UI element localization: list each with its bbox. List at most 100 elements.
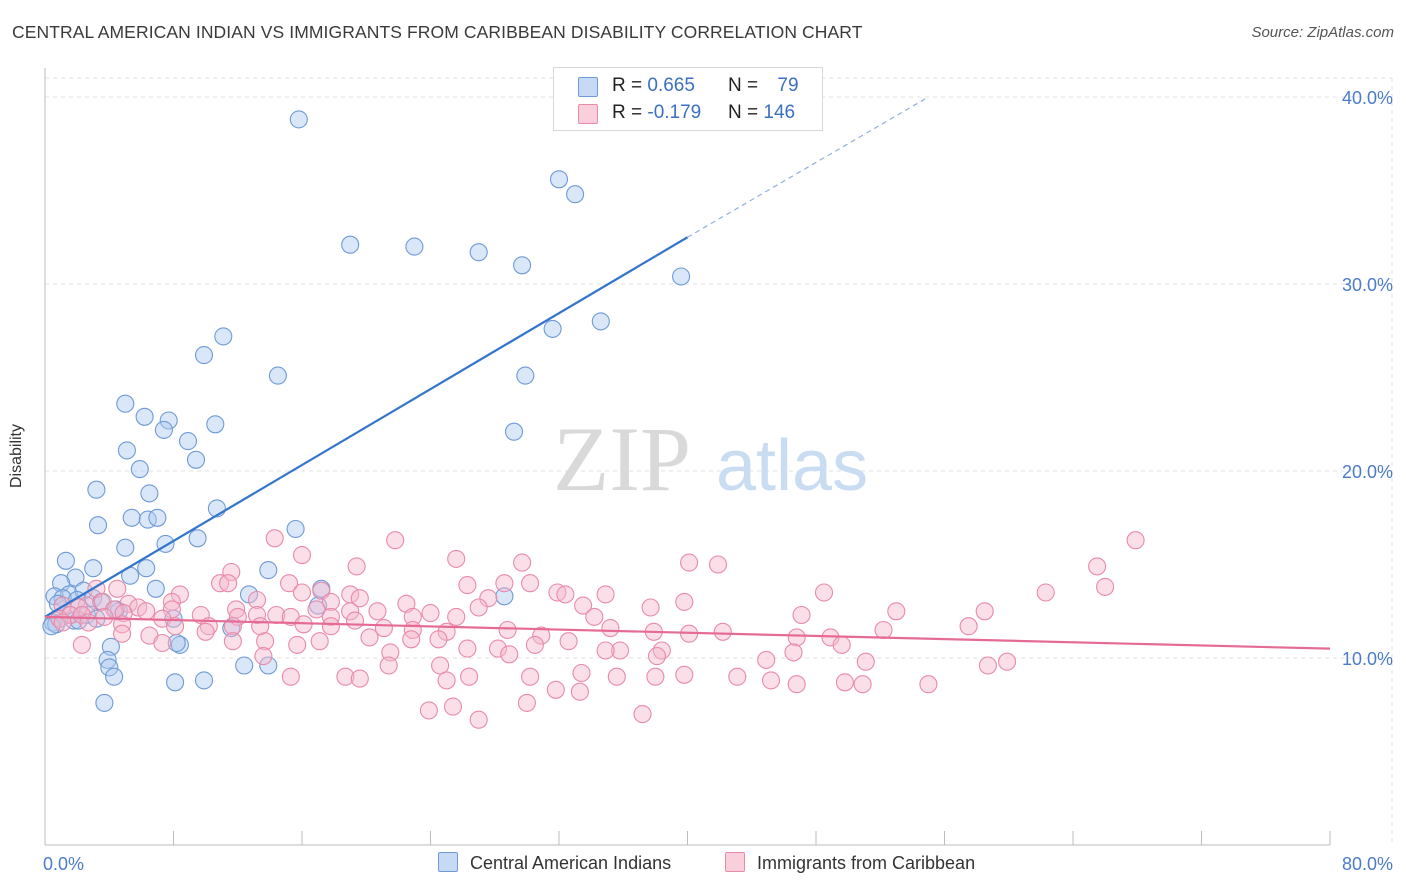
trend-lines [44,96,1331,650]
watermark: ZIP atlas [553,408,868,510]
data-point [570,682,589,701]
legend-n-value: 146 [763,102,796,123]
y-tick-label: 30.0% [1342,275,1393,295]
legend-swatch-pink [725,852,745,872]
data-point [166,617,185,636]
data-point [310,632,329,651]
data-point [265,529,284,548]
legend-r-value: 0.665 [647,75,695,96]
data-point [504,422,524,441]
data-point [321,592,340,611]
data-point [975,602,994,621]
data-point [268,366,287,385]
data-point [832,635,851,654]
data-point [521,667,540,686]
data-point [447,607,466,626]
data-point [708,555,728,574]
data-point [116,538,135,557]
data-point [122,508,141,527]
data-point [341,235,360,254]
data-point [289,110,308,129]
data-point [479,589,498,608]
data-point [757,650,776,669]
data-point [178,432,198,451]
data-point [549,170,569,189]
data-point [814,583,834,602]
legend-n-label: N = [728,102,764,123]
data-point [1126,531,1145,550]
legend-n-label: N = [728,75,764,96]
data-point [379,656,398,675]
data-point [513,256,532,275]
data-point [546,680,565,699]
y-tick-label: 10.0% [1342,649,1393,669]
data-point [113,615,132,634]
data-point [419,701,438,720]
data-point [713,622,732,641]
data-point [98,650,117,669]
data-point [170,635,189,654]
data-point [286,519,305,539]
data-point [281,667,300,686]
data-point [140,484,159,503]
data-point [835,673,854,692]
data-point [108,579,127,598]
data-point [360,628,379,647]
data-point [56,551,75,570]
data-point [113,624,132,643]
data-point [559,632,578,651]
legend-r-value: -0.179 [647,102,702,123]
data-point [350,669,369,688]
data-point [874,620,893,640]
data-point [421,604,440,623]
data-point [525,635,544,654]
data-point [543,319,562,338]
data-point [116,394,135,413]
data-point [159,411,178,430]
data-point [235,656,254,675]
data-point [368,602,387,621]
data-point [787,675,806,694]
data-point [672,267,691,286]
data-point [566,185,585,204]
data-point [761,671,781,690]
data-point [154,420,173,439]
data-point [321,607,340,626]
data-point [336,667,355,686]
data-point [574,596,593,615]
data-point [1096,577,1115,596]
x-tick-label-min: 0.0% [43,854,84,874]
data-point [998,652,1017,671]
data-point [114,604,133,623]
data-point [100,658,119,677]
data-point [341,602,360,621]
data-point [288,635,307,654]
data-point [641,598,660,617]
y-tick-label: 20.0% [1342,462,1393,482]
data-point [350,589,369,608]
data-point [251,617,270,636]
data-point [500,645,519,664]
data-point [521,574,540,593]
data-point [84,559,103,578]
data-point [495,587,514,606]
legend-n-value: 79 [777,75,799,96]
data-point [431,656,450,675]
data-point [856,652,875,671]
data-point [219,574,238,593]
legend-label: Immigrants from Caribbean [757,853,976,873]
data-point [495,574,514,593]
data-point [596,641,615,660]
data-point [321,617,340,636]
trend-line-blue [44,236,689,618]
data-point [374,619,393,638]
data-point [105,667,124,686]
data-point [397,594,416,613]
legend-swatch-pink [578,104,598,124]
data-point [117,441,136,460]
data-point [516,366,535,385]
data-point [194,346,214,365]
data-point [194,671,214,690]
data-point [513,553,532,572]
data-point [498,620,517,640]
